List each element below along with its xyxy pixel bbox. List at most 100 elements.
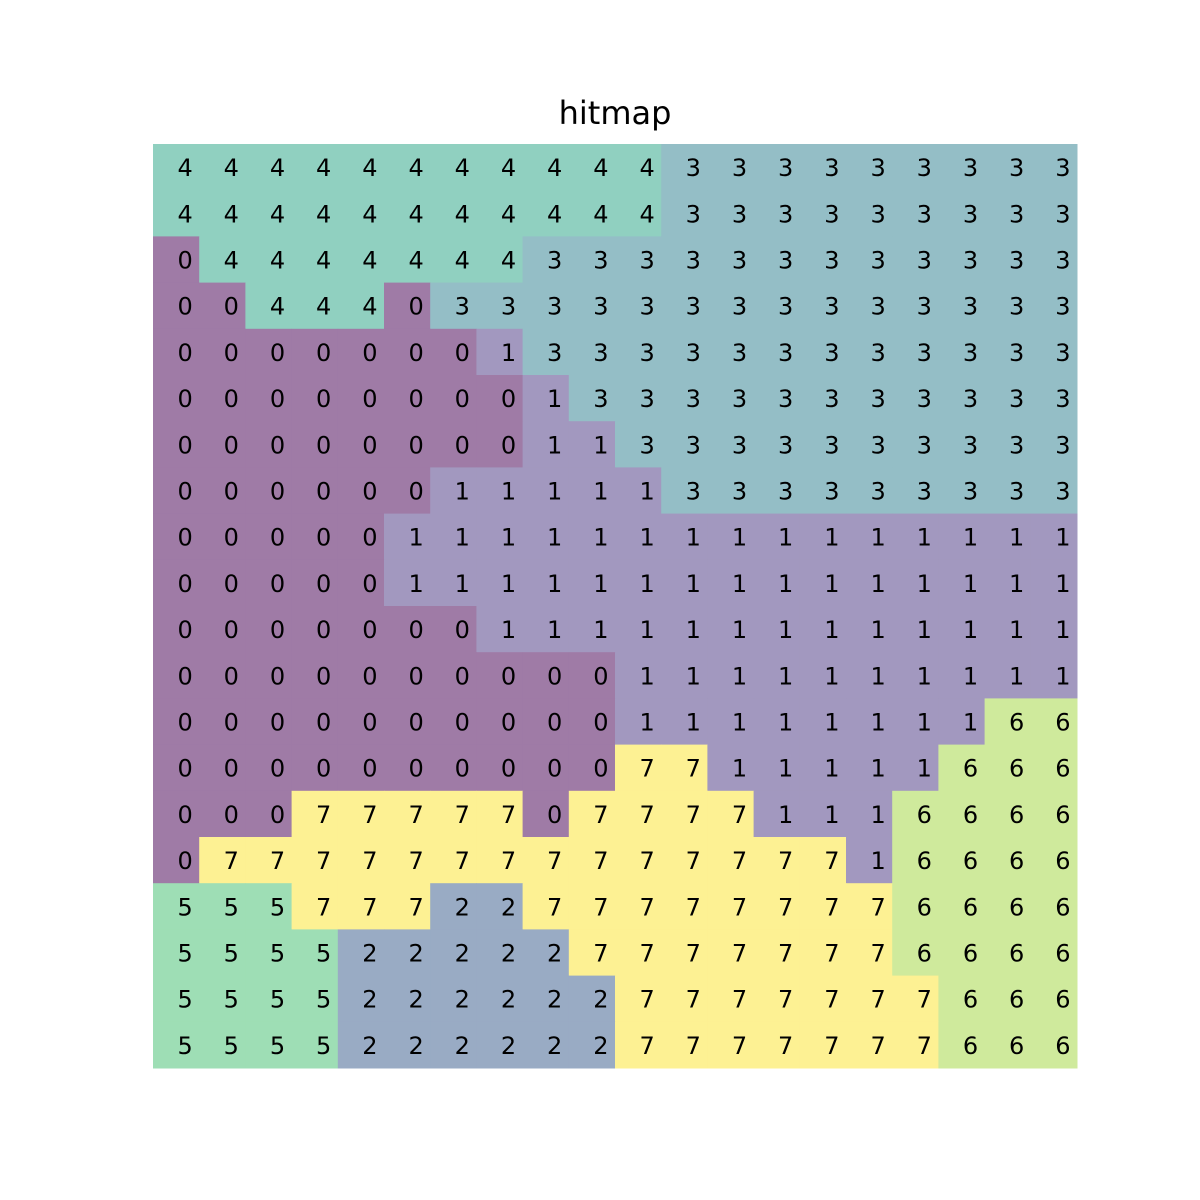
heatmap-cell bbox=[707, 467, 755, 515]
heatmap-cell bbox=[615, 975, 662, 1023]
heatmap-cell bbox=[938, 236, 986, 284]
cell-value-label: 3 bbox=[1009, 293, 1024, 321]
cell-value-label: 3 bbox=[917, 200, 932, 228]
cell-value-label: 0 bbox=[501, 431, 516, 459]
heatmap-cell bbox=[337, 282, 385, 330]
heatmap-cell bbox=[1030, 790, 1078, 838]
cell-value-label: 6 bbox=[963, 1032, 978, 1060]
heatmap-cell bbox=[846, 837, 893, 884]
heatmap-cell bbox=[430, 837, 477, 884]
heatmap-cell bbox=[291, 929, 339, 977]
cell-value-label: 1 bbox=[732, 662, 747, 690]
cell-value-label: 4 bbox=[177, 200, 192, 228]
cell-value-label: 3 bbox=[963, 431, 978, 459]
cell-value-label: 3 bbox=[870, 339, 885, 367]
cell-value-label: 5 bbox=[316, 1032, 331, 1060]
cell-value-label: 1 bbox=[870, 755, 885, 783]
heatmap-cell bbox=[1030, 698, 1078, 746]
heatmap-cell bbox=[799, 837, 847, 884]
cell-value-label: 5 bbox=[177, 1032, 192, 1060]
heatmap-cell bbox=[846, 328, 893, 376]
heatmap-cell bbox=[199, 606, 246, 653]
heatmap-cell bbox=[384, 375, 431, 422]
heatmap-cell bbox=[337, 375, 385, 422]
heatmap-cell bbox=[938, 513, 986, 561]
cell-value-label: 5 bbox=[177, 940, 192, 968]
heatmap-cell bbox=[1030, 883, 1078, 930]
cell-value-label: 3 bbox=[686, 247, 701, 275]
heatmap-cell bbox=[661, 837, 708, 884]
cell-value-label: 5 bbox=[270, 893, 285, 921]
heatmap-cell bbox=[291, 282, 339, 330]
cell-value-label: 4 bbox=[177, 154, 192, 182]
cell-value-label: 2 bbox=[593, 986, 608, 1014]
heatmap-cell bbox=[938, 282, 986, 330]
cell-value-label: 6 bbox=[963, 986, 978, 1014]
cell-value-label: 3 bbox=[963, 154, 978, 182]
cell-value-label: 0 bbox=[270, 478, 285, 506]
heatmap-cell bbox=[337, 652, 385, 699]
heatmap-cell bbox=[153, 790, 200, 838]
cell-value-label: 3 bbox=[1009, 200, 1024, 228]
heatmap-cell bbox=[430, 282, 477, 330]
cell-value-label: 5 bbox=[316, 940, 331, 968]
heatmap-cell bbox=[799, 421, 847, 468]
cell-value-label: 3 bbox=[870, 247, 885, 275]
cell-value-label: 1 bbox=[501, 478, 516, 506]
heatmap-cell bbox=[661, 698, 708, 746]
cell-value-label: 4 bbox=[455, 247, 470, 275]
heatmap-cell bbox=[384, 837, 431, 884]
heatmap-cell bbox=[430, 513, 477, 561]
cell-value-label: 6 bbox=[963, 755, 978, 783]
heatmap-cell bbox=[661, 559, 708, 607]
heatmap-cell bbox=[892, 559, 939, 607]
heatmap-cell bbox=[291, 606, 339, 653]
heatmap-cells bbox=[153, 144, 1078, 1069]
cell-value-label: 7 bbox=[593, 893, 608, 921]
cell-value-label: 0 bbox=[177, 801, 192, 829]
heatmap-cell bbox=[337, 144, 385, 191]
cell-value-label: 4 bbox=[224, 154, 239, 182]
cell-value-label: 1 bbox=[778, 801, 793, 829]
heatmap-cell bbox=[846, 1021, 893, 1069]
heatmap-cell bbox=[568, 282, 616, 330]
cell-value-label: 1 bbox=[732, 524, 747, 552]
heatmap-cell bbox=[984, 1021, 1032, 1069]
heatmap-cell bbox=[199, 1021, 246, 1069]
heatmap-cell bbox=[430, 606, 477, 653]
cell-value-label: 3 bbox=[778, 154, 793, 182]
heatmap-cell bbox=[337, 975, 385, 1023]
heatmap-cell bbox=[1030, 375, 1078, 422]
cell-value-label: 0 bbox=[455, 662, 470, 690]
heatmap-cell bbox=[337, 698, 385, 746]
heatmap-cell bbox=[153, 236, 200, 284]
cell-value-label: 3 bbox=[824, 431, 839, 459]
heatmap-cell bbox=[384, 559, 431, 607]
cell-value-label: 1 bbox=[870, 801, 885, 829]
heatmap-cell bbox=[846, 744, 893, 792]
heatmap-cell bbox=[430, 559, 477, 607]
cell-value-label: 1 bbox=[917, 570, 932, 598]
cell-value-label: 3 bbox=[917, 247, 932, 275]
cell-value-label: 0 bbox=[224, 755, 239, 783]
heatmap-cell bbox=[707, 883, 755, 930]
cell-value-label: 3 bbox=[870, 293, 885, 321]
cell-value-label: 1 bbox=[778, 524, 793, 552]
cell-value-label: 3 bbox=[778, 339, 793, 367]
heatmap-cell bbox=[938, 1021, 986, 1069]
heatmap-cell bbox=[291, 328, 339, 376]
heatmap-cell bbox=[984, 929, 1032, 977]
cell-value-label: 0 bbox=[501, 709, 516, 737]
heatmap-cell bbox=[337, 467, 385, 515]
heatmap-cell bbox=[522, 790, 570, 838]
cell-value-label: 1 bbox=[917, 524, 932, 552]
cell-value-label: 3 bbox=[824, 339, 839, 367]
heatmap-cell bbox=[661, 467, 708, 515]
cell-value-label: 7 bbox=[547, 893, 562, 921]
heatmap-cell bbox=[476, 421, 524, 468]
heatmap-cell bbox=[615, 190, 662, 237]
heatmap-cell bbox=[892, 467, 939, 515]
cell-value-label: 7 bbox=[732, 940, 747, 968]
heatmap-cell bbox=[661, 606, 708, 653]
heatmap-cell bbox=[430, 421, 477, 468]
